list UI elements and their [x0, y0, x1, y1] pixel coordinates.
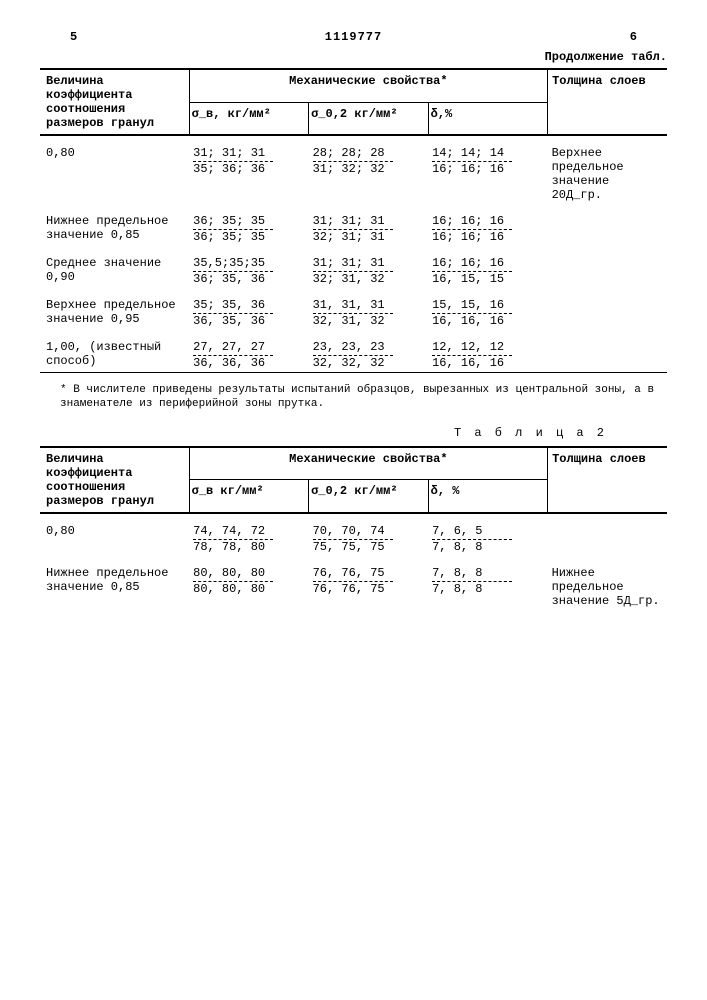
data-cell: 35; 35, 3636, 35, 36 [189, 288, 308, 330]
row-note [548, 330, 667, 372]
data-cell: 36; 35; 3536; 35; 35 [189, 204, 308, 246]
row-note: Верхнее предельное значение 20Д_гр. [548, 136, 667, 204]
data-cell: 31, 31, 3132, 31, 32 [309, 288, 428, 330]
t1-hdr-mech: Механические свойства* [189, 70, 547, 102]
table-row: Среднее значение 0,9035,5;35;3536; 35, 3… [40, 246, 667, 288]
row-label: 0,80 [40, 514, 189, 556]
t2-hdr-s3: δ, % [428, 480, 547, 512]
data-cell: 31; 31; 3135; 36; 36 [189, 136, 308, 204]
row-note [548, 204, 667, 246]
data-cell: 23, 23, 2332, 32, 32 [309, 330, 428, 372]
data-cell: 74, 74, 7278, 78, 80 [189, 514, 308, 556]
data-cell: 7, 8, 87, 8, 8 [428, 556, 547, 610]
table-row: 1,00, (известный способ)27, 27, 2736, 36… [40, 330, 667, 372]
data-cell: 31; 31; 3132; 31, 32 [309, 246, 428, 288]
t2-hdr-c5: Толщина слоев [548, 448, 667, 512]
continuation-label: Продолжение табл. [40, 50, 667, 64]
row-note [548, 514, 667, 556]
row-label: Нижнее предельное значение 0,85 [40, 556, 189, 610]
page-left: 5 [70, 30, 77, 44]
data-cell: 14; 14; 1416; 16; 16 [428, 136, 547, 204]
data-cell: 12, 12, 1216, 16, 16 [428, 330, 547, 372]
page-right: 6 [630, 30, 637, 44]
data-cell: 16; 16; 1616; 16; 16 [428, 204, 547, 246]
table-row: Нижнее предельное значение 0,8536; 35; 3… [40, 204, 667, 246]
t2-hdr-s1: σ_в кг/мм² [189, 480, 308, 512]
data-cell: 7, 6, 57, 8, 8 [428, 514, 547, 556]
row-note [548, 288, 667, 330]
row-note [548, 246, 667, 288]
row-label: 1,00, (известный способ) [40, 330, 189, 372]
row-label: Среднее значение 0,90 [40, 246, 189, 288]
data-cell: 16; 16; 1616, 15, 15 [428, 246, 547, 288]
table2-label: Т а б л и ц а 2 [40, 426, 607, 440]
t1-hdr-c1: Величина коэффициента соотношения размер… [40, 70, 189, 134]
t2-hdr-mech: Механические свойства* [189, 448, 547, 480]
t1-hdr-s2: σ_0,2 кг/мм² [309, 102, 428, 134]
data-cell: 80, 80, 8080, 80, 80 [189, 556, 308, 610]
table-row: 0,8074, 74, 7278, 78, 8070, 70, 7475, 75… [40, 514, 667, 556]
data-cell: 31; 31; 3132; 31; 31 [309, 204, 428, 246]
data-cell: 15, 15, 1616, 16, 16 [428, 288, 547, 330]
row-label: Нижнее предельное значение 0,85 [40, 204, 189, 246]
row-note: Нижнее предельное значение 5Д_гр. [548, 556, 667, 610]
row-label: Верхнее предельное значение 0,95 [40, 288, 189, 330]
footnote: * В числителе приведены результаты испыт… [60, 383, 657, 412]
table-1: Величина коэффициента соотношения размер… [40, 70, 667, 372]
table-row: Нижнее предельное значение 0,8580, 80, 8… [40, 556, 667, 610]
row-label: 0,80 [40, 136, 189, 204]
data-cell: 35,5;35;3536; 35, 36 [189, 246, 308, 288]
t2-hdr-s2: σ_0,2 кг/мм² [309, 480, 428, 512]
t2-hdr-c1: Величина коэффициента соотношения размер… [40, 448, 189, 512]
doc-number: 1119777 [325, 30, 382, 44]
data-cell: 76, 76, 7576, 76, 75 [309, 556, 428, 610]
table-row: Верхнее предельное значение 0,9535; 35, … [40, 288, 667, 330]
data-cell: 27, 27, 2736, 36, 36 [189, 330, 308, 372]
t1-hdr-c5: Толщина слоев [548, 70, 667, 134]
table-row: 0,8031; 31; 3135; 36; 3628; 28; 2831; 32… [40, 136, 667, 204]
t1-hdr-s1: σ_в, кг/мм² [189, 102, 308, 134]
table-2: Величина коэффициента соотношения размер… [40, 448, 667, 610]
data-cell: 70, 70, 7475, 75, 75 [309, 514, 428, 556]
data-cell: 28; 28; 2831; 32; 32 [309, 136, 428, 204]
t1-hdr-s3: δ,% [428, 102, 547, 134]
